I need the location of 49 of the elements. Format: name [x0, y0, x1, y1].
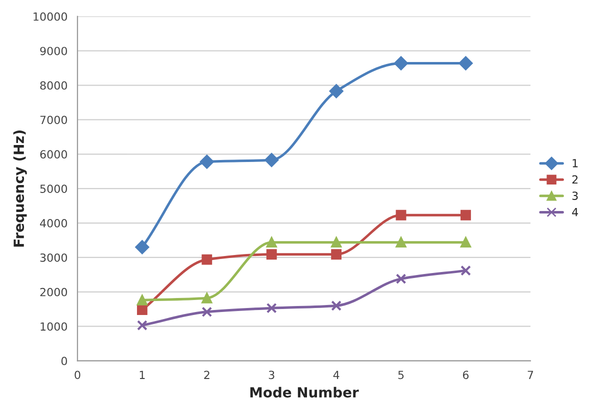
x-tick-label: 7: [528, 370, 534, 379]
y-tick-label: 7000: [40, 116, 68, 124]
y-tick-label: 2000: [40, 288, 68, 296]
x-tick-label: 6: [462, 370, 469, 380]
point: [135, 240, 150, 254]
y-tick-label: 6000: [40, 150, 68, 159]
point: [331, 237, 342, 248]
legend-label: 3: [572, 192, 578, 200]
point: [396, 237, 406, 248]
point: [460, 237, 471, 248]
point: [136, 294, 148, 306]
point: [266, 249, 277, 260]
point: [264, 153, 279, 167]
point: [202, 306, 212, 318]
point: [331, 300, 342, 311]
legend-label: 4: [572, 208, 578, 216]
point: [331, 249, 342, 260]
point: [396, 210, 406, 220]
x-tick-label: 4: [333, 370, 340, 379]
legend-label: 2: [572, 175, 578, 184]
point: [266, 302, 277, 314]
point: [460, 265, 471, 276]
point: [266, 237, 277, 248]
x-axis-title: Mode Number: [250, 386, 359, 398]
legend-label: 1: [572, 159, 578, 168]
point: [136, 304, 148, 316]
x-tick-label: 5: [398, 370, 404, 380]
point: [202, 292, 212, 304]
x-tick-label: 1: [140, 370, 145, 379]
y-tick-label: 8000: [40, 81, 68, 90]
y-tick-label: 10000: [34, 12, 68, 21]
point: [202, 254, 212, 265]
y-tick-label: 0: [61, 356, 68, 366]
y-tick-label: 1000: [40, 322, 68, 331]
point: [396, 274, 406, 284]
point: [200, 154, 214, 169]
x-tick-label: 0: [74, 370, 80, 380]
x-tick-label: 2: [204, 370, 210, 379]
point: [460, 210, 471, 220]
y-axis-title: Frequency (Hz): [13, 130, 27, 247]
point: [136, 320, 148, 331]
x-tick-label: 3: [268, 370, 274, 380]
point: [394, 56, 408, 70]
point: [458, 56, 473, 70]
y-tick-label: 4000: [40, 219, 68, 228]
y-tick-label: 3000: [40, 253, 68, 262]
point: [329, 84, 344, 98]
y-tick-label: 5000: [40, 184, 68, 193]
y-tick-label: 9000: [40, 46, 68, 56]
